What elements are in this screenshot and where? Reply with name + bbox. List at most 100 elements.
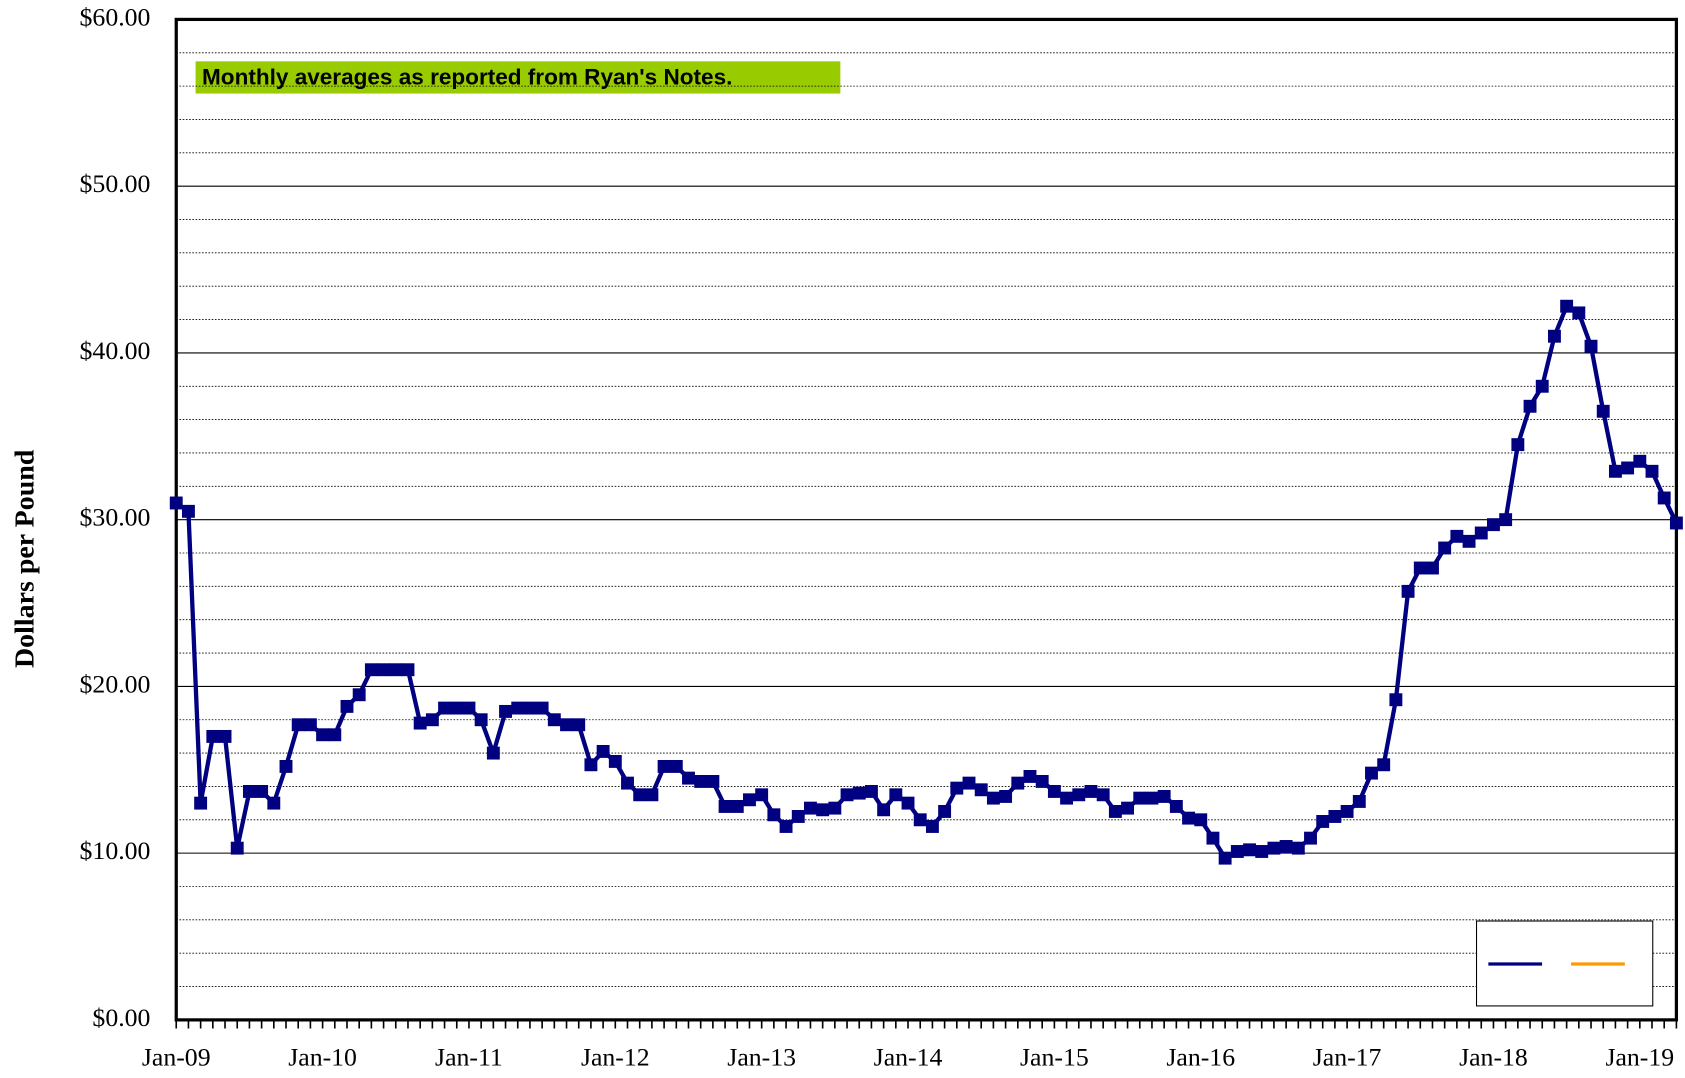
- x-tick-label: Jan-16: [1166, 1043, 1235, 1072]
- point-marker: [1011, 776, 1025, 790]
- point-marker: [1182, 811, 1195, 825]
- point-marker: [401, 663, 415, 677]
- point-marker: [608, 754, 622, 768]
- point-marker: [938, 805, 952, 818]
- point-marker: [377, 663, 391, 677]
- point-marker: [1084, 785, 1098, 798]
- point-marker: [596, 744, 610, 758]
- point-marker: [218, 729, 232, 743]
- x-tick-label: Jan-15: [1020, 1043, 1089, 1072]
- point-marker: [877, 803, 891, 817]
- point-marker: [1352, 795, 1366, 808]
- point-marker: [1657, 491, 1671, 505]
- point-marker: [962, 776, 976, 790]
- point-marker: [621, 776, 634, 790]
- point-marker: [425, 713, 439, 727]
- point-marker: [950, 781, 964, 795]
- point-marker: [828, 801, 842, 815]
- point-marker: [974, 783, 988, 797]
- point-marker: [1377, 758, 1391, 772]
- point-marker: [1621, 461, 1635, 475]
- point-marker: [1608, 464, 1622, 478]
- point-marker: [230, 841, 244, 855]
- point-marker: [925, 820, 939, 833]
- point-marker: [779, 820, 793, 833]
- point-marker: [1035, 774, 1049, 788]
- point-marker: [1584, 339, 1598, 353]
- point-marker: [1279, 840, 1293, 853]
- point-marker: [1535, 379, 1549, 393]
- point-marker: [1633, 454, 1647, 468]
- y-tick-label: $0.00: [92, 1003, 150, 1032]
- point-marker: [1340, 805, 1354, 818]
- point-marker: [1572, 306, 1586, 320]
- point-marker: [535, 701, 549, 715]
- point-marker: [1169, 800, 1183, 813]
- point-marker: [255, 785, 269, 798]
- point-marker: [413, 716, 427, 730]
- point-marker: [1047, 785, 1061, 798]
- x-tick-label: Jan-19: [1605, 1043, 1674, 1072]
- point-marker: [1072, 788, 1086, 802]
- point-marker: [474, 713, 488, 727]
- point-marker: [901, 796, 915, 810]
- point-marker: [1523, 399, 1537, 413]
- annotation: Monthly averages as reported from Ryan's…: [202, 64, 732, 89]
- x-tick-label: Jan-10: [288, 1043, 357, 1072]
- x-tick-label: Jan-18: [1459, 1043, 1528, 1072]
- point-marker: [206, 729, 220, 743]
- point-marker: [1023, 769, 1037, 783]
- point-marker: [669, 759, 683, 773]
- legend: [1475, 920, 1654, 1007]
- point-marker: [694, 774, 708, 788]
- y-tick-label: $30.00: [80, 503, 151, 532]
- y-tick-label: $40.00: [80, 336, 151, 365]
- point-marker: [755, 788, 769, 802]
- point-marker: [242, 785, 256, 798]
- point-marker: [181, 504, 195, 518]
- point-marker: [1596, 404, 1610, 418]
- point-marker: [1243, 843, 1256, 857]
- point-marker: [279, 759, 293, 773]
- x-tick-label: Jan-17: [1313, 1043, 1382, 1072]
- point-marker: [316, 728, 330, 742]
- point-marker: [389, 663, 403, 677]
- point-marker: [1328, 810, 1342, 823]
- point-marker: [1121, 801, 1135, 815]
- point-marker: [999, 790, 1013, 803]
- point-marker: [633, 788, 647, 802]
- point-marker: [267, 796, 281, 810]
- point-marker: [560, 718, 573, 732]
- point-marker: [1560, 299, 1574, 313]
- point-marker: [1304, 831, 1317, 845]
- point-marker: [864, 785, 878, 798]
- point-marker: [572, 718, 586, 732]
- point-marker: [1547, 329, 1561, 343]
- point-marker: [584, 758, 598, 772]
- point-marker: [438, 701, 452, 715]
- point-marker: [1145, 791, 1159, 805]
- point-marker: [1511, 438, 1525, 452]
- x-tick-label: Jan-14: [874, 1043, 943, 1072]
- point-marker: [706, 774, 720, 788]
- point-marker: [816, 803, 830, 817]
- point-marker: [1389, 693, 1403, 707]
- point-marker: [169, 496, 183, 510]
- point-marker: [328, 728, 342, 742]
- point-marker: [1450, 529, 1464, 543]
- point-marker: [791, 810, 805, 823]
- point-marker: [364, 663, 378, 677]
- x-tick-label: Jan-11: [435, 1043, 503, 1072]
- point-marker: [1206, 831, 1220, 845]
- point-marker: [511, 701, 525, 715]
- point-marker: [462, 701, 476, 715]
- point-marker: [852, 786, 866, 800]
- point-marker: [547, 713, 561, 727]
- point-marker: [1365, 766, 1378, 780]
- point-marker: [730, 800, 744, 813]
- point-marker: [657, 759, 671, 773]
- point-marker: [718, 800, 732, 813]
- annotation-box: [195, 61, 841, 94]
- point-marker: [1462, 534, 1476, 548]
